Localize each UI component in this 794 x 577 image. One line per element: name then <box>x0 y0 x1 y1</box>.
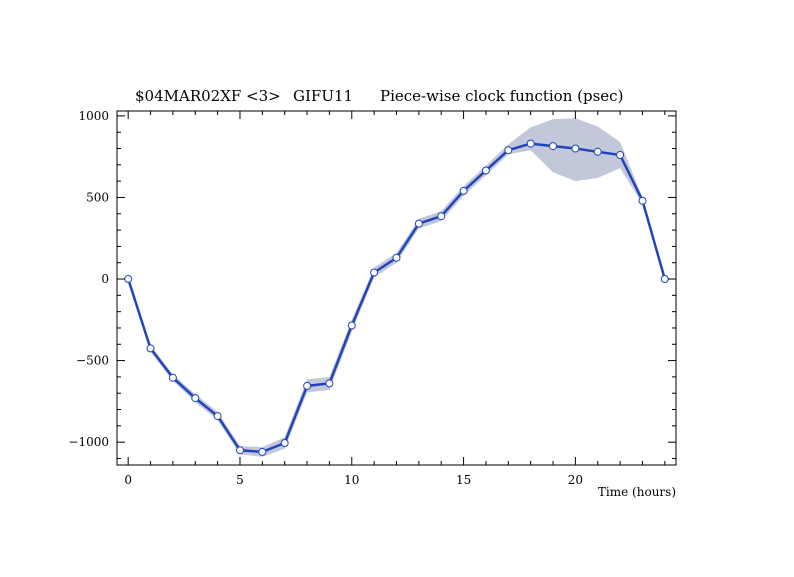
data-point <box>258 447 267 456</box>
y-tick-label: 500 <box>86 191 109 205</box>
data-point <box>124 275 133 283</box>
data-point <box>168 373 177 382</box>
data-point <box>481 166 490 175</box>
data-point <box>414 219 423 228</box>
x-axis-label: Time (hours) <box>598 485 676 499</box>
y-tick-label: 1000 <box>78 109 109 123</box>
data-markers <box>124 139 669 456</box>
x-tick-label: 0 <box>124 473 132 487</box>
data-point <box>660 275 669 283</box>
data-point <box>638 196 647 205</box>
x-tick-label: 10 <box>344 473 359 487</box>
x-tick-label: 5 <box>236 473 244 487</box>
title-experiment: $04MAR02XF <3> <box>135 87 281 105</box>
x-tick-label: 20 <box>568 473 583 487</box>
title-station: GIFU11 <box>293 87 353 105</box>
data-point <box>236 446 244 455</box>
data-point <box>146 344 155 353</box>
error-band-area <box>128 118 665 457</box>
data-point <box>325 379 334 388</box>
data-point <box>370 268 379 277</box>
data-point <box>571 144 580 153</box>
data-point <box>280 439 289 447</box>
data-point <box>392 253 401 262</box>
y-tick-labels: −1000 −500 0 500 1000 <box>68 109 109 449</box>
error-band <box>128 118 665 457</box>
data-point <box>549 142 557 151</box>
title-description: Piece-wise clock function (psec) <box>380 87 623 105</box>
data-point <box>504 146 513 155</box>
data-point <box>616 151 625 159</box>
data-point <box>347 321 356 330</box>
chart-title: $04MAR02XF <3> GIFU11 Piece-wise clock f… <box>135 87 623 105</box>
x-tick-labels: 0 5 10 15 20 <box>124 473 583 487</box>
y-tick-label: −1000 <box>68 435 109 449</box>
data-point <box>303 381 312 390</box>
x-tick-label: 15 <box>456 473 471 487</box>
data-point <box>526 139 535 148</box>
data-point <box>191 394 200 403</box>
y-tick-label: −500 <box>76 354 109 368</box>
y-tick-label: 0 <box>101 272 109 286</box>
data-point <box>437 212 446 221</box>
data-point <box>593 147 602 156</box>
data-point <box>213 412 222 421</box>
axis-ticks <box>117 111 676 465</box>
data-point <box>459 186 468 195</box>
